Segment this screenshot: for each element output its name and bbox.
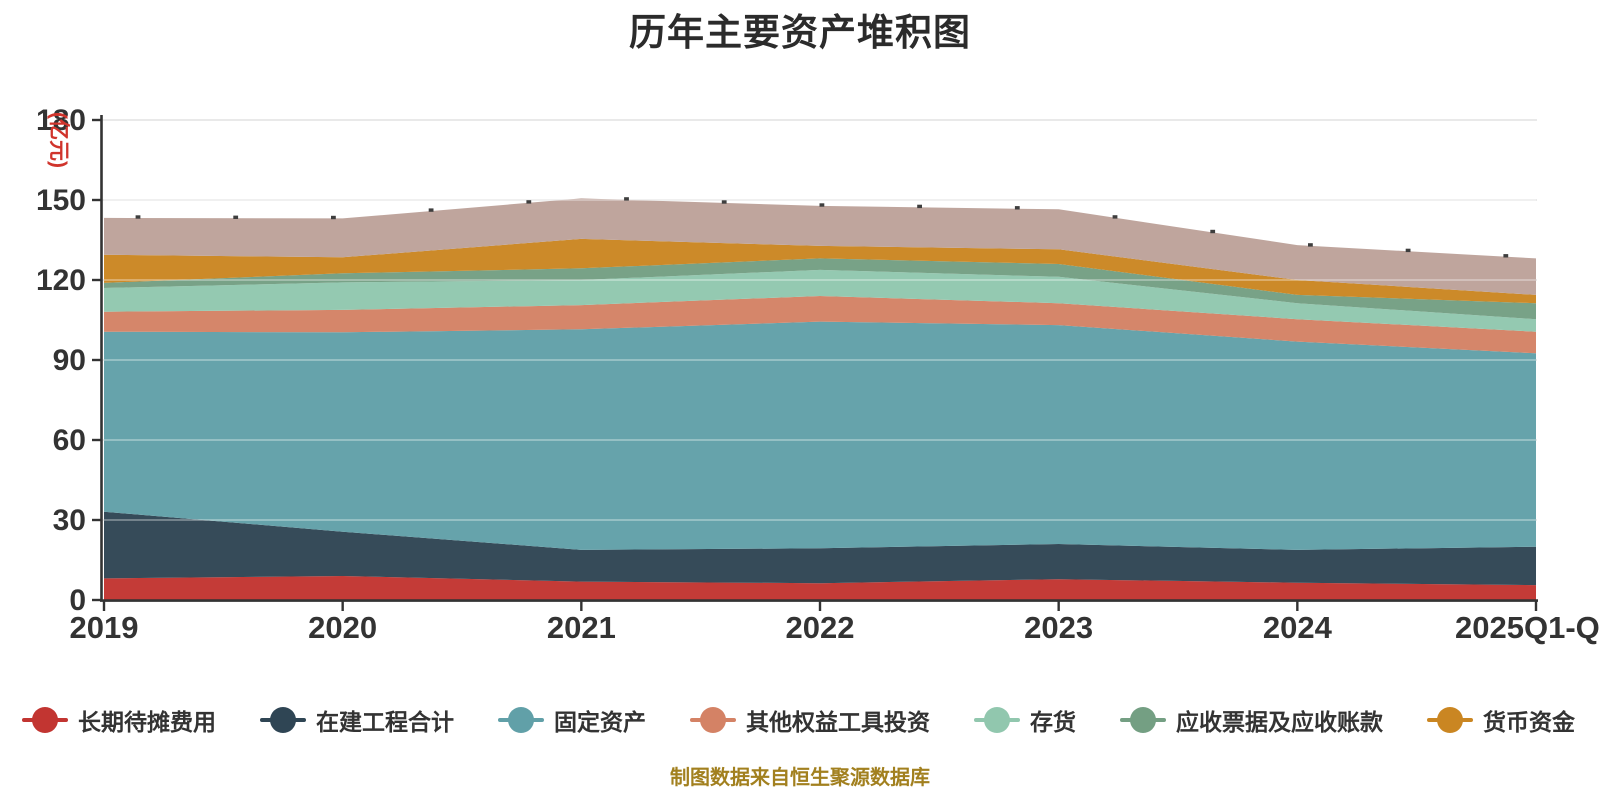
y-axis-label: 180 xyxy=(36,104,86,137)
top-edge-marker xyxy=(1112,215,1118,219)
x-axis-label: 2020 xyxy=(308,610,377,645)
legend: 长期待摊费用 在建工程合计 固定资产 其他权益工具投资 存货 应收票据及应收账款 货币资金 … xyxy=(22,700,1582,740)
legend-label: 固定资产 xyxy=(554,709,646,735)
top-edge-marker xyxy=(819,203,825,207)
top-edge-marker xyxy=(331,215,336,220)
y-axis-label: 120 xyxy=(36,264,86,297)
x-axis-label: 2022 xyxy=(786,610,855,645)
top-edge-marker xyxy=(233,215,239,219)
stacked-area-chart: 0 30 60 90 120 150 180 2019 2020 2021 2022 2023 2024… xyxy=(36,104,1600,645)
y-axis-unit-label: (亿元) xyxy=(47,112,71,168)
chart-area: 0 30 60 90 120 150 180 2019 2020 2021 2022 2023 2024… xyxy=(36,104,1600,645)
top-edge-marker xyxy=(526,200,532,204)
legend-label: 存货 xyxy=(1030,709,1076,735)
top-edge-marker xyxy=(917,204,922,209)
legend-marker-icon xyxy=(1120,707,1166,733)
top-edge-marker xyxy=(1405,248,1411,253)
data-source-note: 制图数据来自恒生聚源数据库 xyxy=(670,767,930,789)
area-series-2 xyxy=(104,511,1536,586)
top-edge-marker xyxy=(428,208,434,212)
top-edge-marker xyxy=(624,197,629,201)
legend-marker-icon xyxy=(260,707,306,733)
legend-item-3[interactable]: 固定资产 xyxy=(498,703,646,737)
legend-item-1[interactable]: 长期待摊费用 xyxy=(22,703,216,737)
area-series-1 xyxy=(104,576,1536,600)
legend-item-4[interactable]: 其他权益工具投资 xyxy=(690,703,930,737)
top-edge-marker xyxy=(135,215,141,219)
legend-item-7[interactable]: 货币资金 xyxy=(1427,703,1575,737)
area-series-8 xyxy=(104,198,1536,295)
x-axis-label: 2025Q1-Q3 xyxy=(1455,610,1600,645)
legend-item-6[interactable]: 应收票据及应收账款 xyxy=(1120,703,1383,737)
area-series-5 xyxy=(104,269,1536,332)
x-axis-label: 2024 xyxy=(1263,610,1333,645)
area-series-6 xyxy=(104,258,1536,320)
legend-label: 应收票据及应收账款 xyxy=(1176,709,1383,735)
x-axis-label: 2021 xyxy=(547,610,616,645)
legend-item-5[interactable]: 存货 xyxy=(974,703,1076,737)
legend-marker-icon xyxy=(498,707,544,733)
area-series-4 xyxy=(104,296,1536,354)
area-series-3 xyxy=(104,321,1536,550)
chart-title: 历年主要资产堆积图 xyxy=(629,12,971,53)
area-series-7 xyxy=(104,238,1536,304)
top-edge-marker xyxy=(1210,229,1216,234)
legend-item-2[interactable]: 在建工程合计 xyxy=(260,703,454,737)
top-edge-marker xyxy=(1308,243,1313,247)
legend-marker-icon xyxy=(22,707,68,733)
y-axis-label: 0 xyxy=(69,584,86,617)
top-edge-marker xyxy=(1014,206,1020,210)
legend-label: 在建工程合计 xyxy=(316,709,454,735)
legend-label: 货币资金 xyxy=(1483,709,1575,735)
legend-label: 其他权益工具投资 xyxy=(746,709,930,735)
legend-label: 长期待摊费用 xyxy=(78,709,216,735)
top-edge-marker xyxy=(721,200,727,204)
x-axis-label: 2023 xyxy=(1024,610,1093,645)
y-axis-label: 30 xyxy=(53,504,86,537)
y-axis-label: 90 xyxy=(53,344,86,377)
x-axis-label: 2019 xyxy=(70,610,139,645)
legend-marker-icon xyxy=(1427,707,1473,733)
y-axis-label: 60 xyxy=(53,424,86,457)
legend-marker-icon xyxy=(690,707,736,733)
y-axis-label: 150 xyxy=(36,184,86,217)
top-edge-marker xyxy=(1503,254,1509,258)
legend-marker-icon xyxy=(974,707,1020,733)
